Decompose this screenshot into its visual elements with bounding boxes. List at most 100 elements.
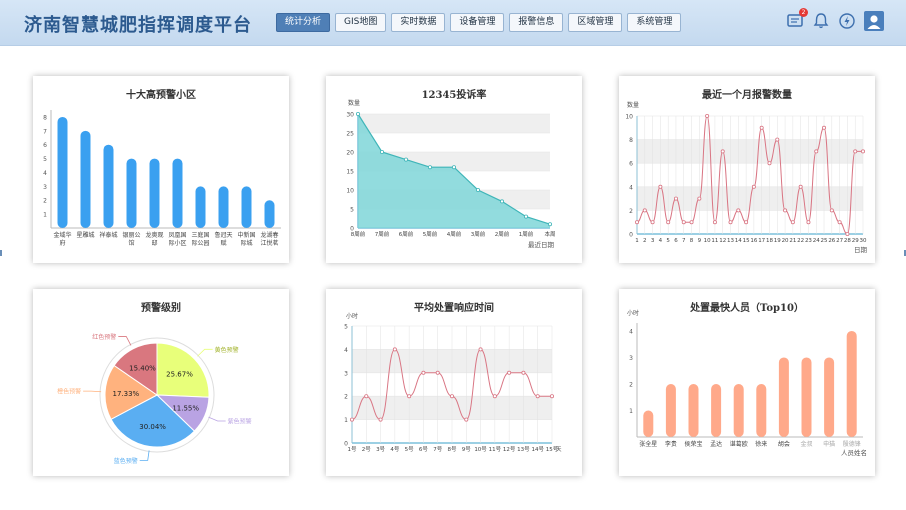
x-tick-label: 祥泰城	[99, 231, 117, 239]
data-point	[720, 149, 725, 154]
x-tick-label: 江悦茗	[260, 239, 278, 247]
bar	[801, 357, 812, 437]
data-point	[478, 347, 483, 352]
data-point	[547, 222, 552, 227]
data-point	[450, 394, 455, 399]
slice-value-label: 25.67%	[166, 370, 193, 378]
data-point	[736, 208, 741, 213]
x-tick-label: 殷德锋	[843, 440, 861, 448]
y-tick-label: 30	[346, 112, 354, 119]
area-fill	[358, 114, 550, 228]
y-tick-label: 15	[346, 169, 354, 176]
leader-line	[118, 336, 132, 346]
leader-line	[139, 450, 150, 461]
nav-tab-area-management[interactable]: 区域管理	[568, 13, 623, 32]
data-point	[814, 149, 819, 154]
nav-tab-device-management[interactable]: 设备管理	[450, 13, 505, 32]
y-tick-label: 4	[629, 184, 633, 191]
user-avatar[interactable]	[864, 11, 884, 31]
x-tick-label: 4	[659, 238, 663, 244]
x-tick-label: 张全星	[639, 440, 657, 448]
header-icons: 2	[786, 8, 884, 31]
message-icon[interactable]: 2	[786, 8, 808, 30]
y-tick-label: 5	[43, 156, 47, 163]
x-tick-label: 11号	[489, 446, 502, 453]
message-badge: 2	[799, 8, 808, 17]
data-point	[767, 161, 772, 166]
y-tick-label: 0	[629, 232, 633, 239]
nav-tab-statistics[interactable]: 统计分析	[276, 13, 331, 32]
nav-tab-realtime-data[interactable]: 实时数据	[391, 13, 446, 32]
chart-card-top-alert-communities: 十大高预警小区 1 2 3 4 5 6 7 8 金域华府 星雕城 祥泰城 银丽公馆 龙奥观邸 凤凰国 际小区…	[33, 76, 289, 263]
data-point	[853, 149, 858, 154]
data-point	[689, 220, 694, 225]
data-point	[421, 370, 426, 375]
slice-value-label: 30.04%	[139, 423, 166, 431]
leader-line	[83, 390, 102, 393]
y-tick-label: 2	[344, 394, 348, 401]
y-axis-label: 小时	[627, 309, 639, 317]
data-point	[783, 208, 788, 213]
data-point	[464, 417, 469, 422]
x-tick-label: 2	[643, 238, 647, 244]
x-tick-label: 7周前	[375, 230, 390, 238]
x-tick-label: 5	[666, 238, 670, 244]
grid-band	[637, 186, 863, 211]
x-tick-label: 2号	[362, 446, 371, 453]
x-tick-label: 29	[852, 238, 859, 244]
pie-outer-ring	[99, 337, 215, 453]
x-tick-label: 10	[704, 238, 711, 244]
bell-icon[interactable]	[812, 12, 830, 30]
chart-title: 处置最快人员（Top10）	[690, 303, 804, 314]
chart-title: 十大高预警小区	[126, 90, 196, 101]
y-tick-label: 1	[629, 408, 633, 415]
x-tick-label: 三庭国	[191, 231, 209, 239]
x-tick-label: 馆	[128, 239, 134, 247]
bar	[778, 357, 789, 437]
data-point	[535, 394, 540, 399]
x-tick-label: 胡会	[778, 440, 790, 448]
data-point	[407, 394, 412, 399]
x-tick-label: 8周前	[351, 230, 366, 238]
data-point	[380, 150, 385, 155]
x-tick-label: 14号	[531, 446, 544, 453]
data-point	[658, 184, 663, 189]
x-tick-label: 徐来	[755, 440, 767, 448]
top-header: 济南智慧城肥指挥调度平台 统计分析 GIS地图 实时数据 设备管理 报警信息 区…	[0, 0, 906, 46]
x-tick-label: 金叔	[800, 440, 812, 448]
y-tick-label: 5	[350, 207, 354, 214]
x-tick-label: 龙湖春	[260, 231, 278, 239]
y-tick-label: 1	[43, 212, 47, 219]
chart-card-alert-levels: 预警级别 25.67% 黄色预警 11.55% 紫色预警 30.04% 蓝色预警 17.33…	[33, 289, 289, 476]
x-tick-label: 15	[743, 238, 750, 244]
x-tick-label: 侯荣宝	[684, 440, 702, 448]
nav-tab-alarm-info[interactable]: 报警信息	[509, 13, 564, 32]
lightning-icon[interactable]	[838, 12, 856, 30]
data-point	[673, 196, 678, 201]
y-tick-label: 3	[629, 355, 633, 362]
bar	[103, 144, 114, 228]
data-point	[697, 196, 702, 201]
chart-title: 最近一个月报警数量	[702, 90, 792, 101]
y-tick-label: 6	[629, 161, 633, 168]
bar	[264, 200, 275, 228]
x-tick-label: 27	[836, 238, 843, 244]
x-tick-label: 4周前	[447, 230, 462, 238]
data-point	[475, 188, 480, 193]
y-tick-label: 4	[43, 170, 47, 177]
data-point	[759, 125, 764, 130]
leader-line	[208, 416, 226, 422]
data-point	[681, 220, 686, 225]
x-tick-label: 本周	[544, 230, 555, 238]
y-tick-label: 8	[629, 137, 633, 144]
x-tick-label: 6号	[419, 446, 428, 453]
nav-tab-system-management[interactable]: 系统管理	[627, 13, 682, 32]
chart-card-monthly-alarms: 最近一个月报警数量 数量 0 2 4 6 8 10 1 2 3 4 5 6 7 8 9 10 11 12 13 14 15…	[619, 76, 875, 263]
data-point	[507, 370, 512, 375]
y-tick-label: 1	[344, 417, 348, 424]
bar	[665, 383, 676, 437]
nav-tab-gis-map[interactable]: GIS地图	[335, 13, 387, 32]
user-icon	[867, 15, 881, 29]
line-chart-response-time: 小时 0 1 2 3 4 5 1号 2号 3号 4号 5号 6号 7号 8号 9号 10号 11号 12号 13号 14…	[344, 312, 562, 453]
